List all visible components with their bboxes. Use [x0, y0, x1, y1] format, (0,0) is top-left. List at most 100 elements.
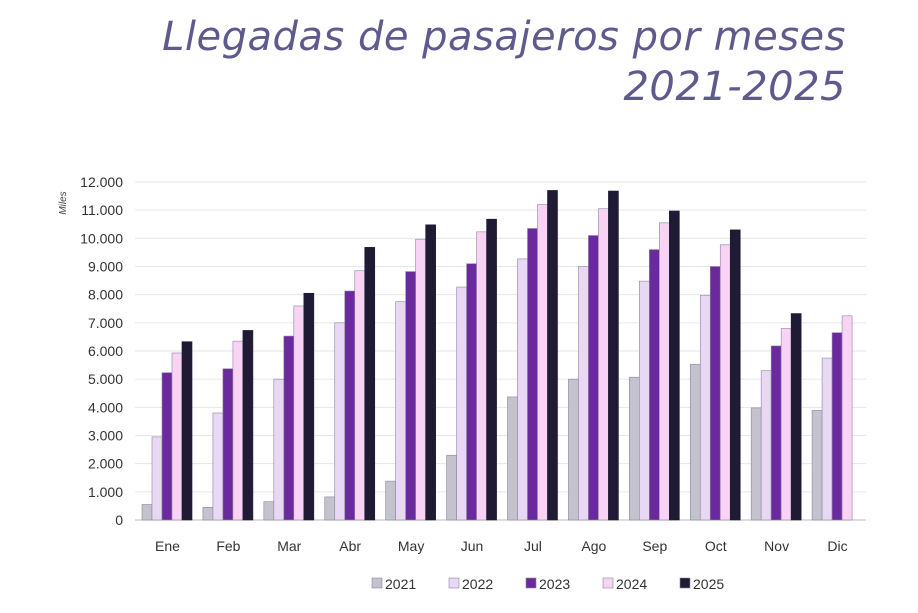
y-axis-label: Miles	[58, 191, 69, 214]
bar-2024-Ene	[171, 352, 183, 521]
bar-2025-Ene	[181, 341, 193, 521]
bar-2021-Sep	[629, 376, 640, 521]
bar-2024-May	[415, 238, 426, 521]
gridlines	[135, 181, 866, 521]
bar-2025-Nov	[790, 313, 802, 521]
bar-2025-Jun	[486, 218, 497, 521]
bar-2023-Jun	[466, 263, 477, 521]
y-tick-label: 10.000	[80, 230, 123, 246]
y-tick-label: 11.000	[81, 202, 123, 218]
x-tick-label: Ene	[155, 538, 180, 554]
bar-2021-May	[385, 480, 396, 521]
chart-title: Llegadas de pasajeros por meses 2021-202…	[162, 12, 846, 112]
bar-2025-May	[425, 224, 436, 521]
bar-2021-Dic	[811, 410, 823, 521]
legend-swatch-2023	[525, 577, 537, 589]
bar-2024-Feb	[232, 340, 244, 521]
legend-label: 2023	[539, 576, 570, 592]
bar-2021-Abr	[324, 496, 336, 521]
y-tick-label: 6.000	[88, 343, 123, 359]
bars	[141, 190, 853, 521]
bar-2022-Ene	[151, 436, 163, 521]
x-tick-label: Nov	[764, 538, 789, 554]
y-tick-label: 4.000	[88, 399, 123, 415]
x-tick-label: Ago	[581, 538, 606, 554]
x-axis-labels: Ene Feb Mar Abr May Jun Jul Ago Sep Oct Nov Dic	[155, 538, 848, 554]
chart-subtitle: 2021-2025	[623, 64, 846, 110]
bar-2023-Ago	[588, 235, 599, 521]
bar-2021-Mar	[263, 501, 275, 521]
bar-2022-Nov	[760, 370, 772, 521]
bar-2023-May	[405, 271, 416, 521]
bar-2023-Sep	[649, 249, 660, 521]
bar-2022-Feb	[212, 412, 224, 521]
y-tick-label: 3.000	[88, 428, 123, 444]
bar-2021-Nov	[750, 407, 762, 521]
x-tick-label: Feb	[216, 538, 240, 554]
bar-2022-Jul	[517, 258, 528, 521]
bar-2023-Ene	[161, 372, 173, 521]
bar-2022-Abr	[334, 322, 346, 521]
y-tick-label: 7.000	[88, 315, 123, 331]
bar-2022-Oct	[699, 294, 711, 521]
bar-2024-Dic	[841, 315, 853, 521]
bar-2025-Abr	[364, 247, 376, 521]
bar-2024-Jul	[537, 204, 548, 521]
y-tick-label: 12.000	[80, 174, 123, 190]
legend-swatch-2021	[371, 577, 383, 589]
bar-2023-Feb	[222, 368, 234, 521]
bar-2022-Jun	[456, 286, 467, 521]
bar-2025-Sep	[669, 210, 680, 521]
chart-title-text: Llegadas de pasajeros por meses	[162, 14, 846, 60]
bar-2024-Sep	[659, 222, 670, 521]
bar-2021-Ene	[141, 504, 153, 521]
legend-label: 2025	[693, 576, 724, 592]
x-tick-label: May	[398, 538, 424, 554]
bar-2022-Mar	[273, 378, 285, 521]
y-tick-label: 1.000	[88, 484, 123, 500]
bar-2023-Oct	[709, 266, 721, 521]
bar-2021-Feb	[202, 507, 214, 521]
bar-2025-Mar	[303, 292, 315, 521]
bar-2023-Dic	[831, 332, 843, 521]
legend-label: 2021	[385, 576, 416, 592]
y-tick-label: 8.000	[88, 287, 123, 303]
bar-2025-Oct	[729, 229, 741, 521]
legend-swatch-2022	[448, 577, 460, 589]
bar-2024-Abr	[354, 270, 366, 521]
bar-2025-Feb	[242, 330, 254, 521]
bar-2023-Nov	[770, 345, 782, 521]
y-axis-ticks: 0 1.000 2.000 3.000 4.000 5.000 6.000 7.000 8.00…	[80, 174, 123, 528]
legend-swatch-2025	[679, 577, 691, 589]
bar-2025-Jul	[547, 190, 558, 521]
bar-2021-Jul	[507, 396, 518, 521]
bar-2024-Oct	[719, 244, 731, 521]
bar-2021-Ago	[568, 378, 579, 521]
bar-2022-Ago	[578, 266, 589, 521]
bar-2022-Dic	[821, 357, 833, 521]
bar-2023-Jul	[527, 228, 538, 521]
bar-2022-May	[395, 301, 406, 521]
x-tick-label: Sep	[642, 538, 667, 554]
x-tick-label: Mar	[277, 538, 301, 554]
x-tick-label: Abr	[339, 538, 361, 554]
bar-2021-Oct	[689, 363, 701, 521]
legend-swatch-2024	[602, 577, 614, 589]
bar-2025-Ago	[608, 190, 619, 521]
bar-2024-Mar	[293, 305, 305, 521]
bar-2024-Jun	[476, 231, 487, 521]
legend: 2021 2022 2023 2024 2025	[371, 576, 724, 592]
y-tick-label: 9.000	[88, 259, 123, 275]
bar-2022-Sep	[639, 280, 650, 521]
y-tick-label: 5.000	[88, 371, 123, 387]
legend-label: 2022	[462, 576, 493, 592]
x-tick-label: Jun	[461, 538, 484, 554]
x-tick-label: Jul	[524, 538, 542, 554]
y-tick-label: 2.000	[88, 456, 123, 472]
y-tick-label: 0	[115, 512, 123, 528]
x-tick-label: Dic	[827, 538, 847, 554]
legend-label: 2024	[616, 576, 647, 592]
bar-2021-Jun	[446, 454, 457, 521]
bar-2024-Nov	[780, 328, 792, 521]
